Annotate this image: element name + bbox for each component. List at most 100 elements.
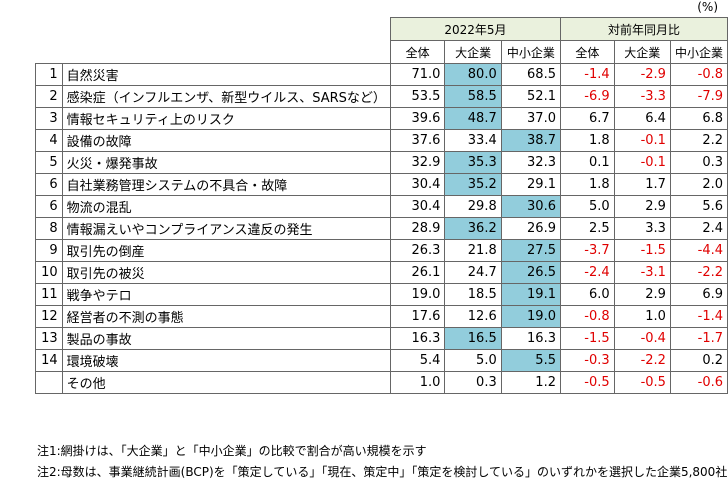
table-row: 8 情報漏えいやコンプライアンス違反の発生 28.9 36.2 26.9 2.5 3.3 2.… xyxy=(35,217,728,240)
value-cell: -4.4 xyxy=(669,239,728,262)
value-cell: 37.0 xyxy=(500,107,561,130)
risk-label-cell: 取引先の被災 xyxy=(61,261,391,284)
rank-cell: 8 xyxy=(35,217,63,240)
value-cell: 6.0 xyxy=(559,283,615,306)
value-cell: 26.1 xyxy=(389,261,446,284)
value-cell: -0.4 xyxy=(613,327,671,350)
risk-label-cell: 経営者の不測の事態 xyxy=(61,305,391,328)
header-group-2022-may: 2022年5月 xyxy=(389,17,561,41)
risk-label-cell: 物流の混乱 xyxy=(61,195,391,218)
rank-cell: 9 xyxy=(35,239,63,262)
value-cell: 0.3 xyxy=(444,371,502,394)
value-cell: 26.5 xyxy=(500,261,561,284)
rank-cell: 4 xyxy=(35,129,63,152)
value-cell: 16.5 xyxy=(444,327,502,350)
value-cell: 26.9 xyxy=(500,217,561,240)
table-row: その他 1.0 0.3 1.2 -0.5 -0.5 -0.6 xyxy=(35,371,728,394)
value-cell: 27.5 xyxy=(500,239,561,262)
value-cell: 30.4 xyxy=(389,173,446,196)
value-cell: 1.2 xyxy=(500,371,561,394)
table-row: 1 自然災害 71.0 80.0 68.5 -1.4 -2.9 -0.8 xyxy=(35,63,728,86)
value-cell: 32.9 xyxy=(389,151,446,174)
table-row: 6 自社業務管理システムの不具合・故障 30.4 35.2 29.1 1.8 1.7 2.0 xyxy=(35,173,728,196)
value-cell: -1.7 xyxy=(669,327,728,350)
value-cell: 5.6 xyxy=(669,195,728,218)
value-cell: -2.4 xyxy=(559,261,615,284)
value-cell: 2.4 xyxy=(669,217,728,240)
table-row: 6 物流の混乱 30.4 29.8 30.6 5.0 2.9 5.6 xyxy=(35,195,728,218)
value-cell: 80.0 xyxy=(444,63,502,86)
value-cell: 53.5 xyxy=(389,85,446,108)
value-cell: 71.0 xyxy=(389,63,446,86)
value-cell: -0.1 xyxy=(613,129,671,152)
value-cell: -0.8 xyxy=(669,63,728,86)
risk-label-cell: 設備の故障 xyxy=(61,129,391,152)
header-group-row: 2022年5月 対前年同月比 xyxy=(36,17,728,41)
value-cell: 0.3 xyxy=(669,151,728,174)
value-cell: 3.3 xyxy=(613,217,671,240)
value-cell: 5.0 xyxy=(444,349,502,372)
value-cell: 21.8 xyxy=(444,239,502,262)
risk-label-cell: 戦争やテロ xyxy=(61,283,391,306)
rank-cell: 2 xyxy=(35,85,63,108)
value-cell: 6.9 xyxy=(669,283,728,306)
value-cell: 2.2 xyxy=(669,129,728,152)
value-cell: 17.6 xyxy=(389,305,446,328)
rank-cell: 12 xyxy=(35,305,63,328)
value-cell: 12.6 xyxy=(444,305,502,328)
value-cell: 2.9 xyxy=(613,283,671,306)
value-cell: -2.2 xyxy=(669,261,728,284)
value-cell: 2.0 xyxy=(669,173,728,196)
value-cell: 1.7 xyxy=(613,173,671,196)
risk-label-cell: 火災・爆発事故 xyxy=(61,151,391,174)
value-cell: 19.0 xyxy=(500,305,561,328)
value-cell: 37.6 xyxy=(389,129,446,152)
rank-cell: 14 xyxy=(35,349,63,372)
value-cell: -6.9 xyxy=(559,85,615,108)
risk-label-cell: 情報セキュリティ上のリスク xyxy=(61,107,391,130)
value-cell: 5.0 xyxy=(559,195,615,218)
value-cell: 35.3 xyxy=(444,151,502,174)
value-cell: 30.4 xyxy=(389,195,446,218)
table-row: 4 設備の故障 37.6 33.4 38.7 1.8 -0.1 2.2 xyxy=(35,129,728,152)
value-cell: -1.5 xyxy=(559,327,615,350)
value-cell: 26.3 xyxy=(389,239,446,262)
risk-label-cell: 情報漏えいやコンプライアンス違反の発生 xyxy=(61,217,391,240)
table-row: 10 取引先の被災 26.1 24.7 26.5 -2.4 -3.1 -2.2 xyxy=(35,261,728,284)
value-cell: 68.5 xyxy=(500,63,561,86)
col-header: 全体 xyxy=(389,40,446,64)
value-cell: 6.4 xyxy=(613,107,671,130)
col-header: 大企業 xyxy=(613,40,671,64)
value-cell: -1.5 xyxy=(613,239,671,262)
rank-cell: 11 xyxy=(35,283,63,306)
value-cell: 19.1 xyxy=(500,283,561,306)
table-row: 11 戦争やテロ 19.0 18.5 19.1 6.0 2.9 6.9 xyxy=(35,283,728,306)
header-group-yoy: 対前年同月比 xyxy=(559,17,728,41)
table-row: 3 情報セキュリティ上のリスク 39.6 48.7 37.0 6.7 6.4 6.8 xyxy=(35,107,728,130)
risk-label-cell: 環境破壊 xyxy=(61,349,391,372)
value-cell: 30.6 xyxy=(500,195,561,218)
value-cell: 36.2 xyxy=(444,217,502,240)
value-cell: -0.5 xyxy=(559,371,615,394)
value-cell: 5.5 xyxy=(500,349,561,372)
rank-cell: 1 xyxy=(35,63,63,86)
value-cell: 32.3 xyxy=(500,151,561,174)
value-cell: 0.2 xyxy=(669,349,728,372)
value-cell: 35.2 xyxy=(444,173,502,196)
value-cell: 58.5 xyxy=(444,85,502,108)
value-cell: 48.7 xyxy=(444,107,502,130)
value-cell: 16.3 xyxy=(389,327,446,350)
rank-cell: 6 xyxy=(35,173,63,196)
value-cell: -3.7 xyxy=(559,239,615,262)
risk-table: 2022年5月 対前年同月比 全体 大企業 中小企業 全体 大企業 中小企業 1… xyxy=(35,17,728,394)
value-cell: 2.5 xyxy=(559,217,615,240)
value-cell: 24.7 xyxy=(444,261,502,284)
value-cell: 16.3 xyxy=(500,327,561,350)
value-cell: 39.6 xyxy=(389,107,446,130)
value-cell: -0.6 xyxy=(669,371,728,394)
risk-label-cell: 製品の事故 xyxy=(61,327,391,350)
table-row: 14 環境破壊 5.4 5.0 5.5 -0.3 -2.2 0.2 xyxy=(35,349,728,372)
rank-cell: 3 xyxy=(35,107,63,130)
value-cell: 33.4 xyxy=(444,129,502,152)
value-cell: 19.0 xyxy=(389,283,446,306)
